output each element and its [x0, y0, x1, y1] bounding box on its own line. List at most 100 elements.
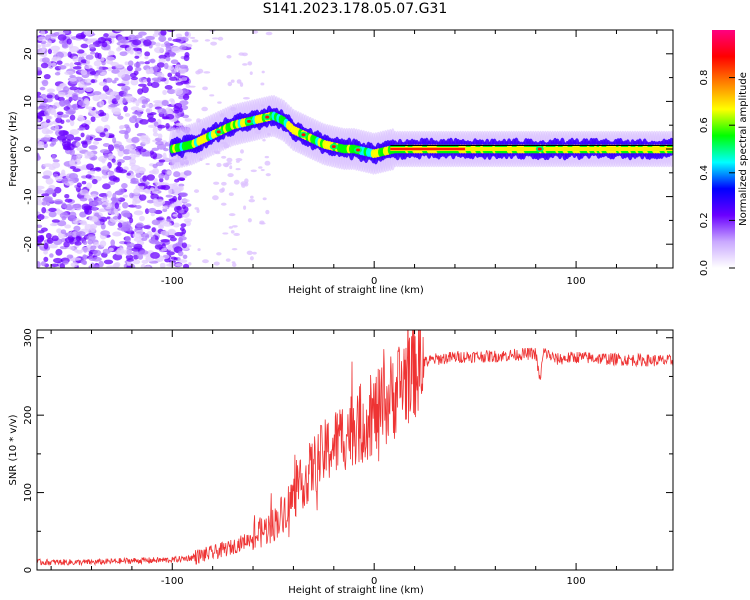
noise-blob — [154, 241, 160, 246]
noise-blob — [117, 226, 127, 231]
noise-blob — [144, 208, 150, 215]
noise-blob — [72, 55, 79, 62]
noise-blob — [107, 67, 113, 72]
noise-blob — [149, 67, 154, 74]
noise-blob — [69, 166, 77, 170]
noise-blob — [151, 227, 156, 233]
noise-blob — [37, 91, 42, 96]
noise-blob — [119, 51, 128, 57]
noise-blob — [63, 241, 70, 248]
noise-blob — [179, 67, 187, 74]
y-tick-label-bottom: 100 — [23, 483, 34, 502]
noise-blob — [80, 59, 88, 64]
noise-blob — [60, 114, 70, 118]
hotspot-red — [265, 115, 270, 119]
noise-blob — [114, 249, 125, 256]
noise-blob — [146, 174, 155, 181]
noise-blob — [264, 155, 270, 159]
noise-blob — [113, 111, 122, 115]
noise-blob — [102, 165, 109, 171]
noise-blob — [117, 83, 126, 87]
noise-blob — [143, 39, 152, 47]
noise-blob — [262, 138, 266, 142]
noise-blob — [185, 203, 192, 207]
noise-blob — [85, 134, 91, 142]
noise-blob — [184, 31, 189, 37]
noise-blob — [132, 233, 142, 239]
noise-blob — [80, 259, 87, 265]
noise-blob — [175, 33, 183, 39]
noise-blob — [171, 46, 181, 54]
noise-blob — [99, 112, 107, 117]
noise-blob — [243, 205, 247, 210]
noise-blob — [135, 222, 144, 228]
noise-blob — [238, 52, 245, 56]
noise-blob — [202, 259, 209, 264]
noise-blob — [42, 122, 52, 126]
noise-blob — [69, 86, 79, 91]
noise-blob — [126, 258, 134, 262]
noise-blob — [144, 51, 151, 57]
y-tick-label-top: 10 — [23, 95, 34, 108]
noise-blob — [56, 85, 62, 92]
noise-blob — [114, 77, 119, 81]
noise-blob — [66, 38, 72, 45]
noise-blob — [134, 34, 143, 39]
noise-blob — [153, 178, 158, 184]
noise-blob — [53, 257, 63, 264]
noise-blob — [69, 246, 75, 251]
noise-blob — [93, 60, 102, 67]
noise-blob — [141, 99, 149, 105]
noise-blob — [102, 143, 111, 147]
noise-blob — [145, 103, 154, 108]
noise-blob — [45, 104, 50, 110]
noise-blob — [107, 144, 115, 152]
noise-blob — [122, 149, 131, 155]
noise-blob — [185, 84, 191, 89]
noise-blob — [121, 221, 129, 227]
noise-blob — [159, 178, 164, 183]
noise-blob — [228, 192, 234, 197]
noise-blob — [145, 265, 151, 268]
noise-blob — [69, 159, 76, 165]
noise-blob — [91, 206, 98, 212]
noise-blob — [41, 57, 50, 64]
noise-blob — [150, 151, 158, 159]
noise-blob — [91, 178, 98, 185]
noise-blob — [72, 66, 82, 70]
noise-blob — [87, 38, 96, 43]
noise-blob — [167, 244, 172, 251]
noise-blob — [158, 173, 165, 180]
noise-blob — [86, 234, 96, 241]
noise-blob — [150, 187, 155, 192]
noise-blob — [145, 190, 151, 194]
noise-blob — [155, 182, 163, 186]
noise-blob — [134, 122, 139, 129]
noise-blob — [124, 61, 129, 66]
noise-blob — [101, 61, 106, 66]
noise-blob — [81, 141, 88, 149]
noise-blob — [118, 129, 128, 135]
noise-blob — [64, 193, 70, 199]
noise-blob — [139, 250, 149, 255]
noise-blob — [94, 212, 100, 218]
noise-blob — [57, 91, 66, 98]
noise-blob — [224, 163, 229, 168]
noise-blob — [107, 153, 114, 160]
noise-blob — [118, 169, 128, 174]
noise-blob — [177, 239, 183, 246]
noise-blob — [41, 128, 51, 135]
y-tick-label-top: 20 — [23, 47, 34, 60]
noise-blob — [169, 51, 176, 58]
noise-blob — [203, 71, 211, 74]
noise-blob — [64, 237, 75, 243]
noise-blob — [124, 145, 134, 150]
noise-blob — [163, 41, 170, 48]
noise-blob — [98, 81, 108, 86]
noise-blob — [183, 54, 190, 62]
noise-blob — [99, 93, 108, 100]
noise-blob — [75, 234, 81, 242]
noise-blob — [112, 192, 117, 200]
noise-blob — [230, 230, 235, 234]
noise-blob — [56, 60, 63, 65]
